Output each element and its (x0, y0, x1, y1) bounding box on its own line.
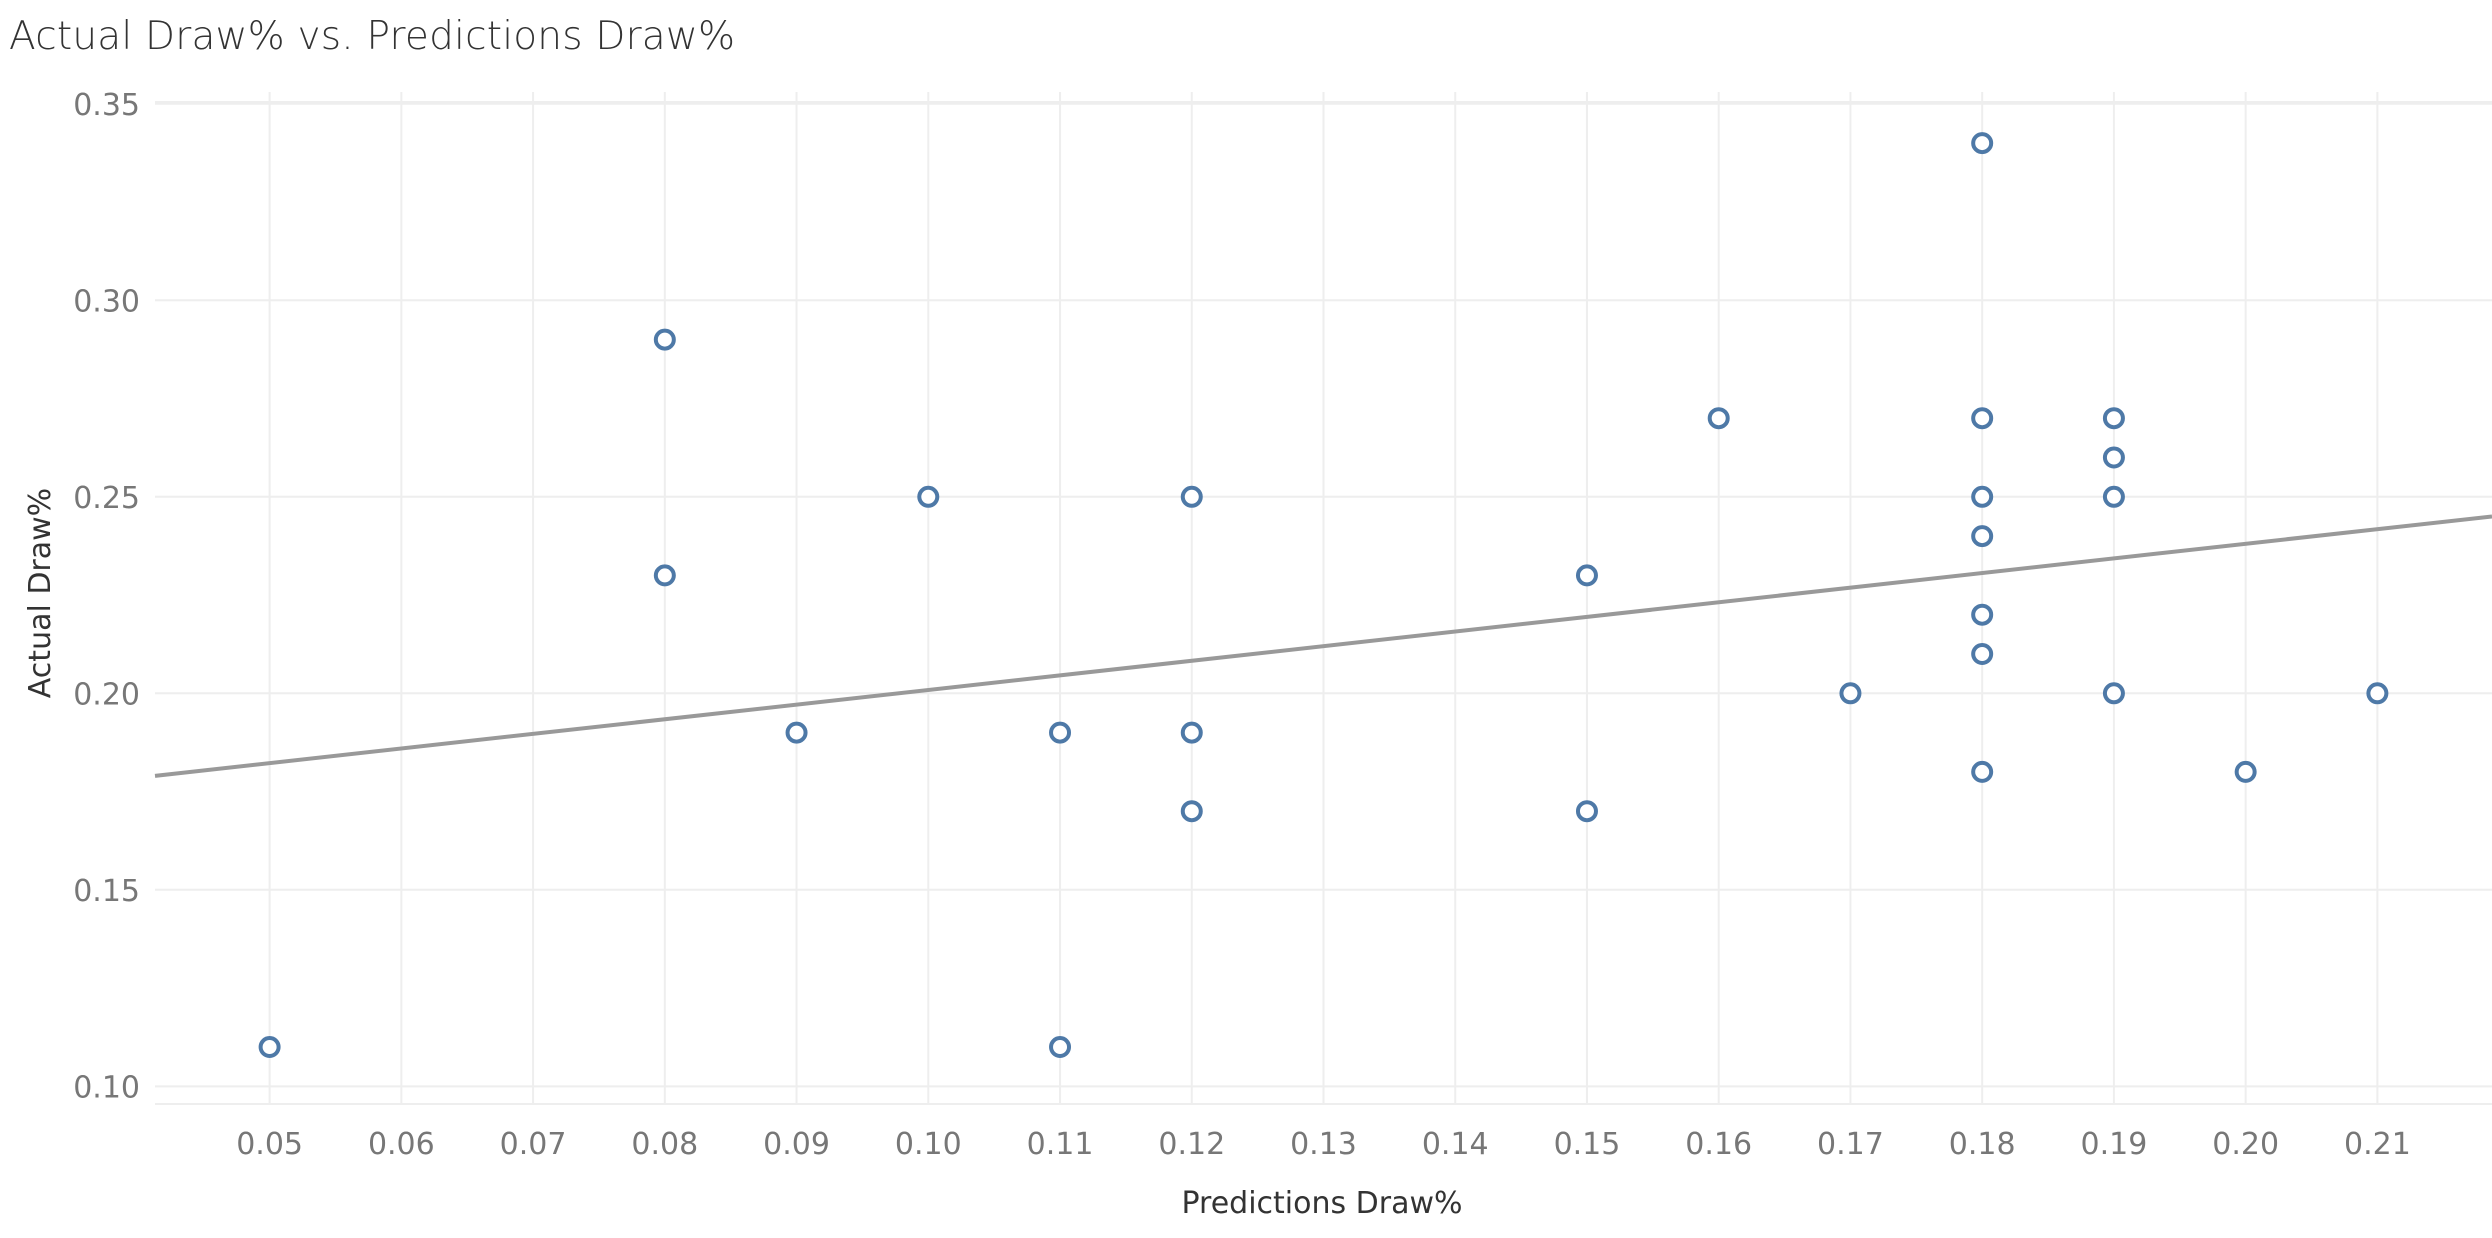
x-tick-label: 0.07 (500, 1127, 567, 1162)
data-point[interactable] (2234, 760, 2257, 783)
x-tick-label: 0.17 (1817, 1127, 1884, 1162)
data-point[interactable] (1971, 643, 1994, 666)
data-point[interactable] (2102, 485, 2125, 508)
data-point[interactable] (258, 1036, 281, 1059)
data-point[interactable] (1575, 564, 1598, 587)
data-point[interactable] (785, 721, 808, 744)
x-tick-label: 0.20 (2212, 1127, 2279, 1162)
x-tick-label: 0.13 (1290, 1127, 1357, 1162)
data-point[interactable] (1971, 485, 1994, 508)
data-point[interactable] (1839, 682, 1862, 705)
data-point[interactable] (1971, 760, 1994, 783)
x-tick-label: 0.12 (1158, 1127, 1225, 1162)
x-axis-ticks: 0.05 0.06 0.07 0.08 0.09 0.10 0.11 0.12 0.13 0.14… (236, 1127, 2411, 1162)
trend-line (154, 514, 2492, 778)
y-tick-label: 0.35 (73, 88, 140, 123)
x-axis-title: Predictions Draw% (1181, 1186, 1462, 1221)
data-point[interactable] (653, 564, 676, 587)
y-tick-label: 0.30 (73, 284, 140, 319)
x-tick-label: 0.05 (236, 1127, 303, 1162)
data-point[interactable] (1180, 721, 1203, 744)
y-tick-label: 0.15 (73, 874, 140, 909)
data-point[interactable] (2102, 446, 2125, 469)
data-point[interactable] (2366, 682, 2389, 705)
data-point[interactable] (1180, 485, 1203, 508)
data-point[interactable] (1707, 407, 1730, 430)
data-point[interactable] (2102, 407, 2125, 430)
x-tick-label: 0.09 (763, 1127, 830, 1162)
x-tick-label: 0.21 (2344, 1127, 2411, 1162)
x-tick-label: 0.16 (1685, 1127, 1752, 1162)
data-point[interactable] (1971, 407, 1994, 430)
data-point[interactable] (1575, 800, 1598, 823)
x-tick-label: 0.14 (1422, 1127, 1489, 1162)
gridlines (155, 92, 2492, 1105)
x-tick-label: 0.08 (631, 1127, 698, 1162)
x-tick-label: 0.11 (1027, 1127, 1094, 1162)
x-tick-label: 0.15 (1554, 1127, 1621, 1162)
y-tick-label: 0.20 (73, 677, 140, 712)
x-tick-label: 0.10 (895, 1127, 962, 1162)
data-point[interactable] (2102, 682, 2125, 705)
y-tick-label: 0.10 (73, 1070, 140, 1105)
data-point[interactable] (1971, 525, 1994, 548)
data-point[interactable] (1049, 1036, 1072, 1059)
data-point[interactable] (653, 328, 676, 351)
data-point[interactable] (1971, 132, 1994, 155)
data-point[interactable] (1180, 800, 1203, 823)
x-tick-label: 0.06 (368, 1127, 435, 1162)
data-point[interactable] (1049, 721, 1072, 744)
data-points (258, 132, 2389, 1059)
y-axis-title: Actual Draw% (23, 488, 58, 698)
data-point[interactable] (917, 485, 940, 508)
x-tick-label: 0.19 (2081, 1127, 2148, 1162)
data-point[interactable] (1971, 603, 1994, 626)
y-axis-ticks: 0.10 0.15 0.20 0.25 0.30 0.35 (73, 88, 140, 1106)
x-tick-label: 0.18 (1949, 1127, 2016, 1162)
y-tick-label: 0.25 (73, 481, 140, 516)
chart-title: Actual Draw% vs. Predictions Draw% (9, 14, 736, 59)
